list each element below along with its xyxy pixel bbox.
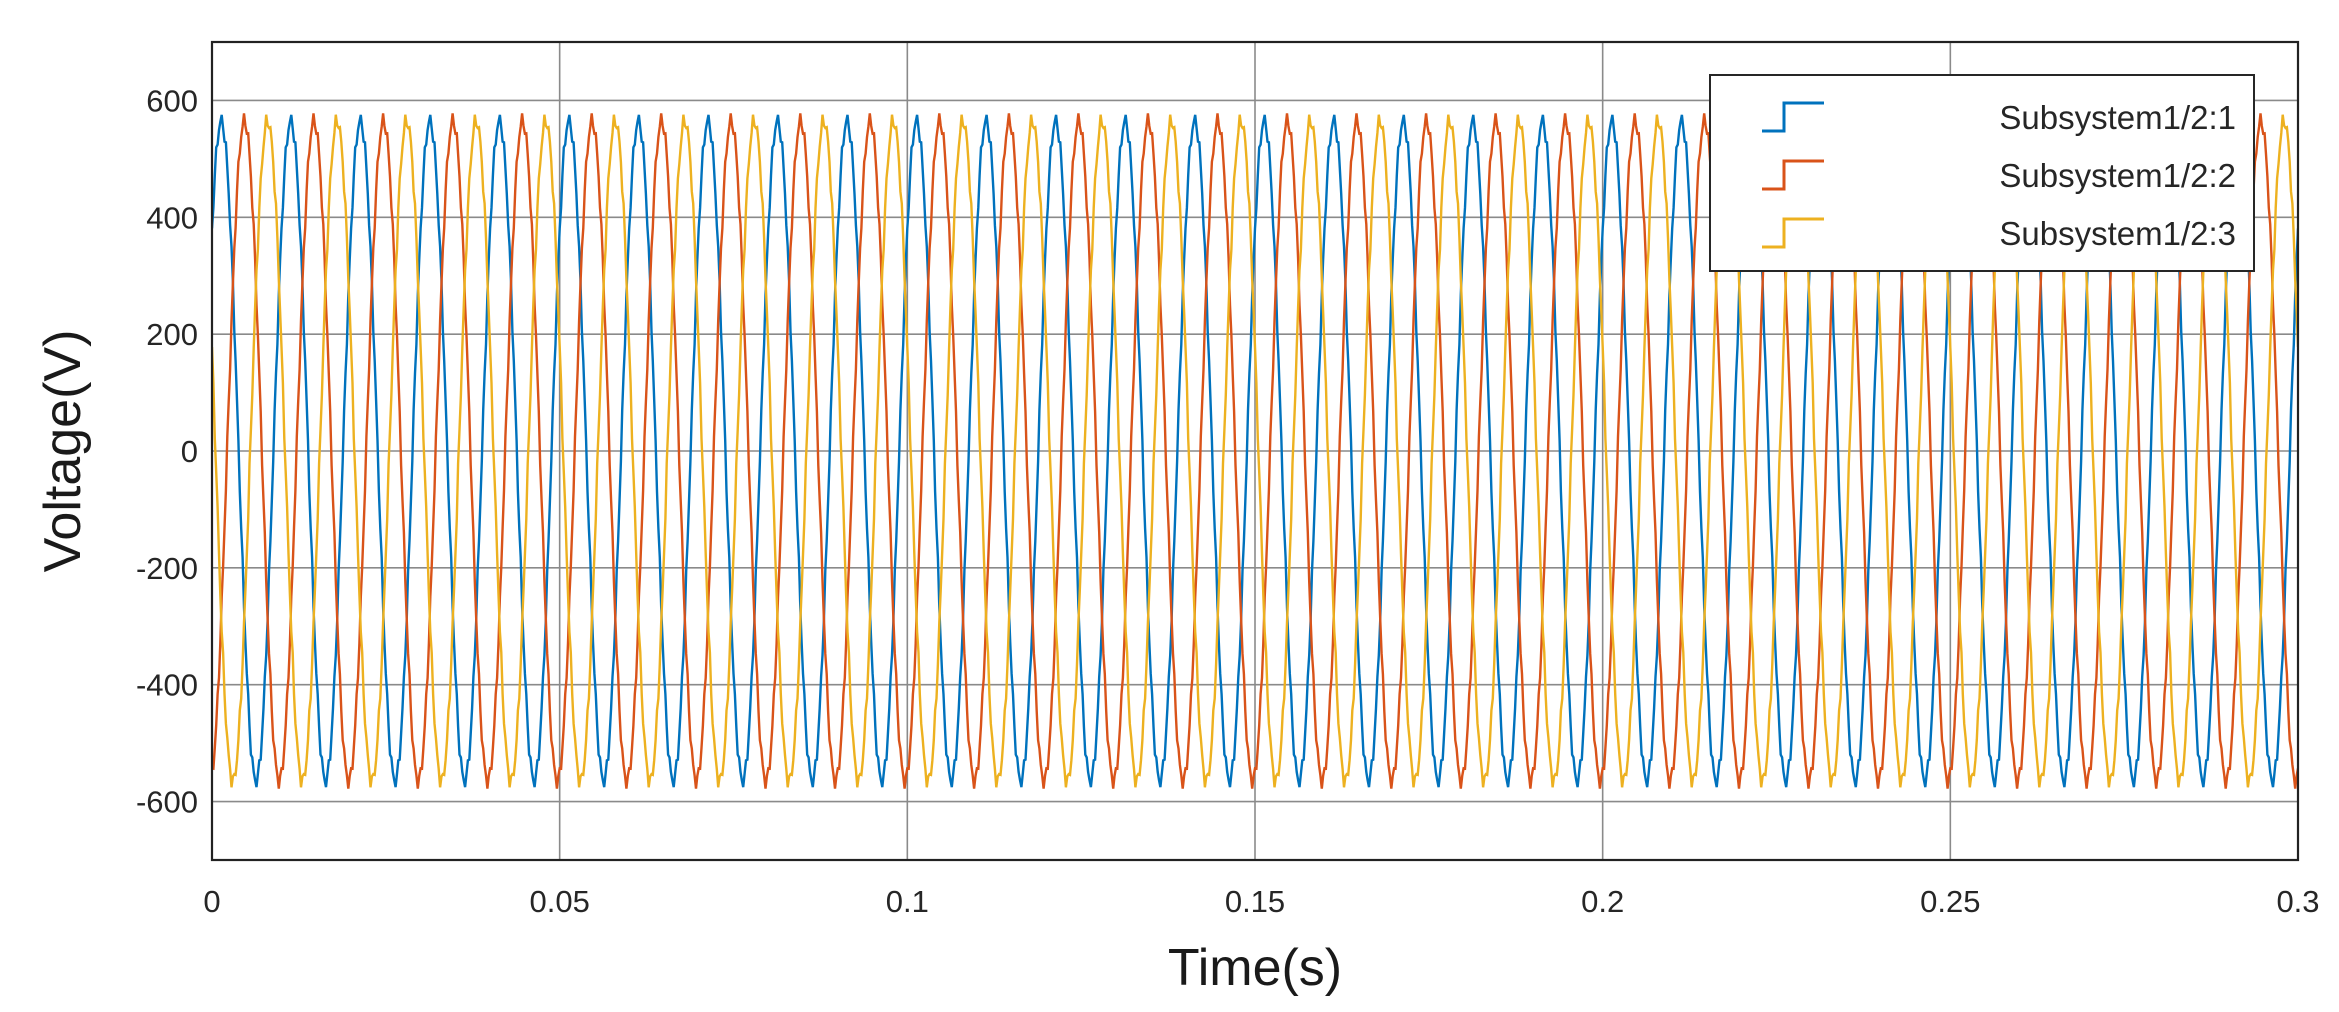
y-tick-label: 0 xyxy=(181,434,198,469)
x-tick-label: 0.15 xyxy=(1225,884,1285,919)
tick-labels: 0 0.05 0.1 0.15 0.2 0.25 0.3 600 400 200 0 -200 -400… xyxy=(136,83,2320,919)
x-tick-label: 0 xyxy=(203,884,220,919)
legend-swatch xyxy=(1762,217,1824,249)
legend: Subsystem1/2:1 Subsystem1/2:2 Subsystem1/2… xyxy=(1709,74,2255,272)
series-line xyxy=(212,114,2298,788)
legend-entry: Subsystem1/2:1 xyxy=(1999,99,2236,136)
y-tick-label: 400 xyxy=(146,200,198,235)
legend-entry: Subsystem1/2:3 xyxy=(1999,215,2236,252)
x-tick-label: 0.25 xyxy=(1920,884,1980,919)
y-tick-label: 600 xyxy=(146,83,198,118)
legend-swatch xyxy=(1762,101,1824,133)
y-tick-label: -600 xyxy=(136,785,198,820)
legend-box xyxy=(1709,74,2255,272)
y-tick-label: -200 xyxy=(136,551,198,586)
x-tick-label: 0.1 xyxy=(886,884,929,919)
x-tick-label: 0.2 xyxy=(1581,884,1624,919)
series-line xyxy=(212,113,2298,789)
x-tick-label: 0.05 xyxy=(529,884,589,919)
y-tick-label: -400 xyxy=(136,668,198,703)
y-axis-label: Voltage(V) xyxy=(34,330,92,573)
x-tick-label: 0.3 xyxy=(2276,884,2319,919)
y-tick-label: 200 xyxy=(146,317,198,352)
legend-entry: Subsystem1/2:2 xyxy=(1999,157,2236,194)
legend-swatch xyxy=(1762,159,1824,191)
x-axis-label: Time(s) xyxy=(1168,939,1342,997)
plot-frame xyxy=(210,40,2300,862)
